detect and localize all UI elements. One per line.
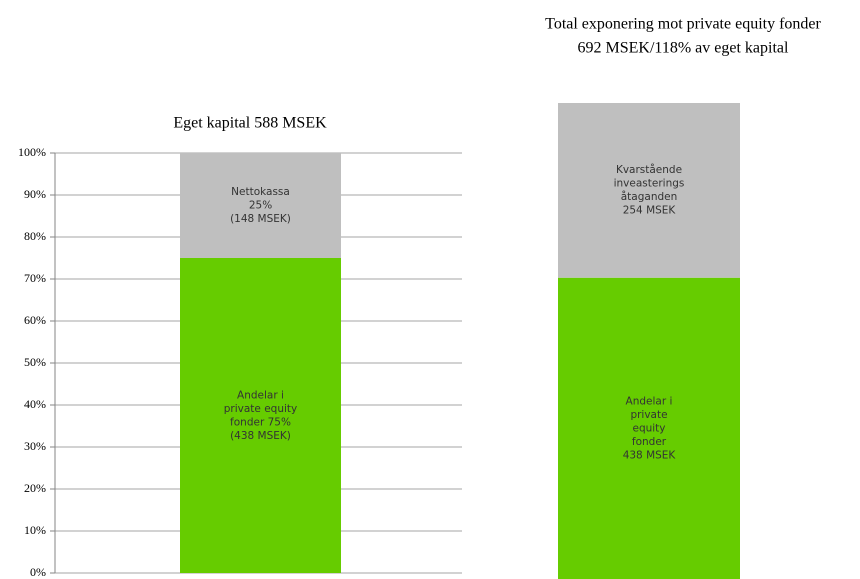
y-tick-label: 90% [24,187,46,201]
segment-label: åtaganden [621,190,678,203]
chart-title: Total exponering mot private equity fond… [545,16,821,33]
y-tick-label: 40% [24,397,46,411]
segment-label: (148 MSEK) [230,213,291,225]
segment-label: private equity [224,403,298,415]
segment-label: Andelar i [626,395,673,407]
segment-label: 438 MSEK [623,449,677,461]
segment-label: Nettokassa [231,186,290,198]
segment-label: fonder 75% [230,416,291,428]
chart-title: 692 MSEK/118% av eget kapital [578,40,789,57]
segment-label: private [630,409,667,421]
segment-label: 25% [249,200,272,212]
bar-segment [558,103,740,278]
segment-label: (438 MSEK) [230,430,291,442]
y-tick-label: 20% [24,481,46,495]
segment-label: inveasterings [614,178,685,190]
bar-segment [180,153,341,258]
bar-segment [180,258,341,573]
y-tick-label: 30% [24,439,46,453]
segment-label: 254 MSEK [623,205,677,217]
segment-label: Kvarstående [616,163,682,176]
segment-label: equity [632,422,665,434]
y-tick-label: 60% [24,313,46,327]
segment-label: Andelar i [237,389,284,401]
y-tick-label: 10% [24,523,46,537]
bar-segment [558,277,740,579]
chart-title: Eget kapital 588 MSEK [173,115,327,132]
y-tick-label: 80% [24,229,46,243]
segment-label: fonder [632,436,667,448]
y-tick-label: 0% [30,565,46,579]
y-tick-label: 70% [24,271,46,285]
y-tick-label: 50% [24,355,46,369]
y-tick-label: 100% [18,145,46,159]
